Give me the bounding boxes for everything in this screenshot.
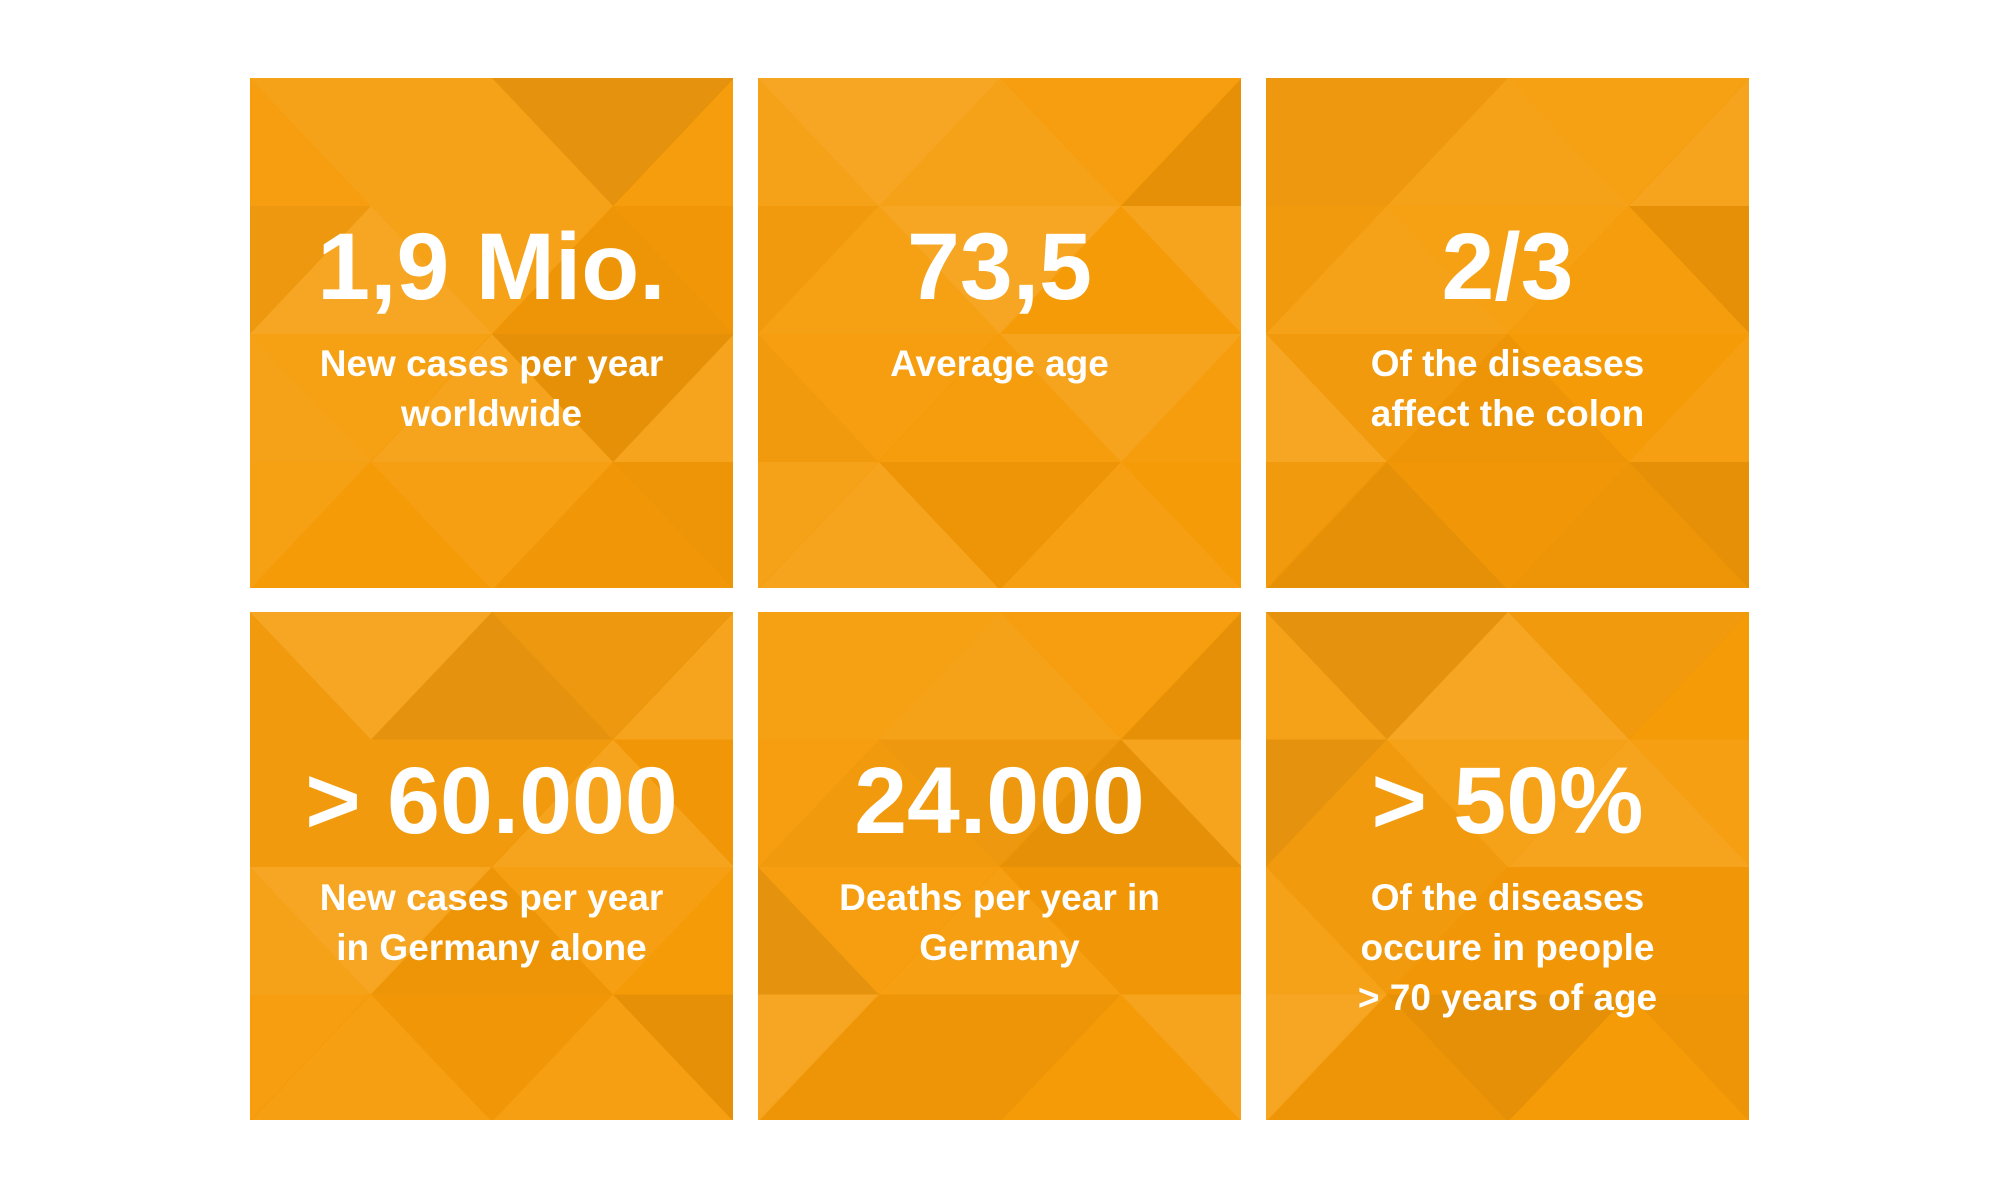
stat-label-line: Deaths per year in	[839, 877, 1160, 918]
mosaic-triangle	[250, 866, 492, 995]
mosaic-triangle	[250, 866, 371, 995]
mosaic-triangle	[250, 334, 371, 462]
stat-label-line: affect the colon	[1370, 393, 1645, 434]
mosaic-triangle	[1387, 612, 1629, 740]
mosaic-triangle	[492, 739, 733, 867]
mosaic-base	[1266, 78, 1749, 588]
mosaic-triangle	[879, 866, 1121, 995]
mosaic-triangle	[250, 612, 492, 740]
mosaic-triangle	[1121, 613, 1241, 740]
mosaic-triangle	[1266, 612, 1508, 740]
mosaic-triangle	[371, 206, 613, 334]
stat-value: > 50%	[1371, 748, 1644, 854]
mosaic-triangle	[492, 866, 733, 995]
mosaic-triangle	[1000, 739, 1241, 867]
mosaic-triangle	[371, 334, 613, 462]
stat-label-line: Of the diseases	[1370, 343, 1645, 384]
mosaic-triangle	[758, 78, 879, 206]
mosaic-triangle	[492, 334, 733, 462]
stat-label: Of the diseases affect the colon	[1294, 339, 1721, 439]
stat-label-line: New cases per year	[319, 343, 664, 384]
stat-tile-diseases-affect-colon: 2/3 Of the diseases affect the colon	[1266, 78, 1749, 588]
mosaic-triangle	[758, 78, 1000, 206]
mosaic-triangle	[758, 866, 879, 995]
mosaic-triangle	[1629, 79, 1749, 206]
mosaic-triangle	[613, 613, 733, 740]
mosaic-triangle	[1000, 334, 1241, 462]
stat-label-line: Average age	[890, 343, 1109, 384]
stat-label-line: occure in people	[1360, 927, 1655, 968]
mosaic-triangle	[1387, 78, 1629, 206]
orange-mosaic-background	[250, 78, 733, 588]
orange-mosaic-background	[1266, 78, 1749, 588]
mosaic-triangle	[879, 78, 1121, 206]
stat-tile-new-cases-worldwide: 1,9 Mio. New cases per year worldwide	[250, 78, 733, 588]
stat-label: New cases per year worldwide	[278, 339, 705, 439]
stat-label-line: Of the diseases	[1370, 877, 1645, 918]
stat-tile-diseases-over-70: > 50% Of the diseases occure in people > 7…	[1266, 612, 1749, 1120]
stat-value: 2/3	[1441, 214, 1574, 320]
stat-tile-grid: 1,9 Mio. New cases per year worldwide 73,…	[250, 78, 1749, 1120]
mosaic-triangle	[1121, 79, 1241, 206]
mosaic-triangle	[1387, 994, 1629, 1120]
mosaic-triangle	[758, 994, 879, 1120]
mosaic-triangle	[879, 206, 1121, 334]
mosaic-triangle	[1266, 612, 1387, 740]
orange-mosaic-background	[758, 612, 1241, 1120]
mosaic-triangle	[1387, 739, 1629, 867]
stat-label: Average age	[786, 339, 1213, 389]
orange-mosaic-background	[250, 612, 733, 1120]
stat-label-line: > 70 years of age	[1357, 977, 1658, 1018]
mosaic-triangle	[1629, 335, 1749, 462]
mosaic-triangle	[758, 462, 879, 588]
mosaic-triangle	[371, 462, 613, 588]
mosaic-triangle	[371, 78, 613, 206]
mosaic-triangle	[1629, 462, 1749, 588]
mosaic-triangle	[1266, 994, 1387, 1120]
stat-label-line: New cases per year	[319, 877, 664, 918]
mosaic-triangle	[250, 78, 492, 206]
stat-label-line: worldwide	[401, 393, 582, 434]
stat-value: 24.000	[854, 748, 1145, 854]
stat-value: > 60.000	[305, 748, 678, 854]
stat-label: Deaths per year in Germany	[786, 873, 1213, 973]
stat-value: 73,5	[907, 214, 1092, 320]
stat-tile-average-age: 73,5 Average age	[758, 78, 1241, 588]
mosaic-triangle	[1508, 739, 1749, 867]
orange-mosaic-background	[758, 78, 1241, 588]
orange-mosaic-background	[1266, 612, 1749, 1120]
mosaic-base	[758, 612, 1241, 1120]
stat-label-line: in Germany alone	[336, 927, 647, 968]
stat-label: New cases per year in Germany alone	[278, 873, 705, 973]
mosaic-base	[250, 78, 733, 588]
mosaic-triangle	[1266, 866, 1387, 995]
mosaic-triangle	[1629, 206, 1749, 333]
mosaic-triangle	[1001, 462, 1241, 588]
mosaic-triangle	[1121, 994, 1241, 1120]
mosaic-base	[250, 612, 733, 1120]
mosaic-triangle	[613, 994, 733, 1120]
mosaic-triangle	[251, 994, 491, 1120]
stat-label-line: Germany	[919, 927, 1080, 968]
stat-tile-deaths-germany: 24.000 Deaths per year in Germany	[758, 612, 1241, 1120]
stat-tile-new-cases-germany: > 60.000 New cases per year in Germany al…	[250, 612, 733, 1120]
mosaic-triangle	[613, 335, 733, 462]
mosaic-triangle	[492, 78, 733, 206]
mosaic-triangle	[1121, 206, 1241, 333]
mosaic-base	[758, 78, 1241, 588]
stat-value: 1,9 Mio.	[317, 214, 666, 320]
mosaic-triangle	[879, 612, 1121, 740]
stat-label: Of the diseases occure in people > 70 year…	[1294, 873, 1721, 1023]
mosaic-triangle	[1267, 462, 1507, 588]
mosaic-triangle	[759, 462, 999, 588]
mosaic-base	[1266, 612, 1749, 1120]
mosaic-triangle	[250, 206, 492, 334]
mosaic-triangle	[371, 612, 613, 740]
mosaic-triangle	[1266, 334, 1387, 462]
mosaic-triangle	[493, 994, 733, 1120]
mosaic-triangle	[1266, 206, 1508, 334]
